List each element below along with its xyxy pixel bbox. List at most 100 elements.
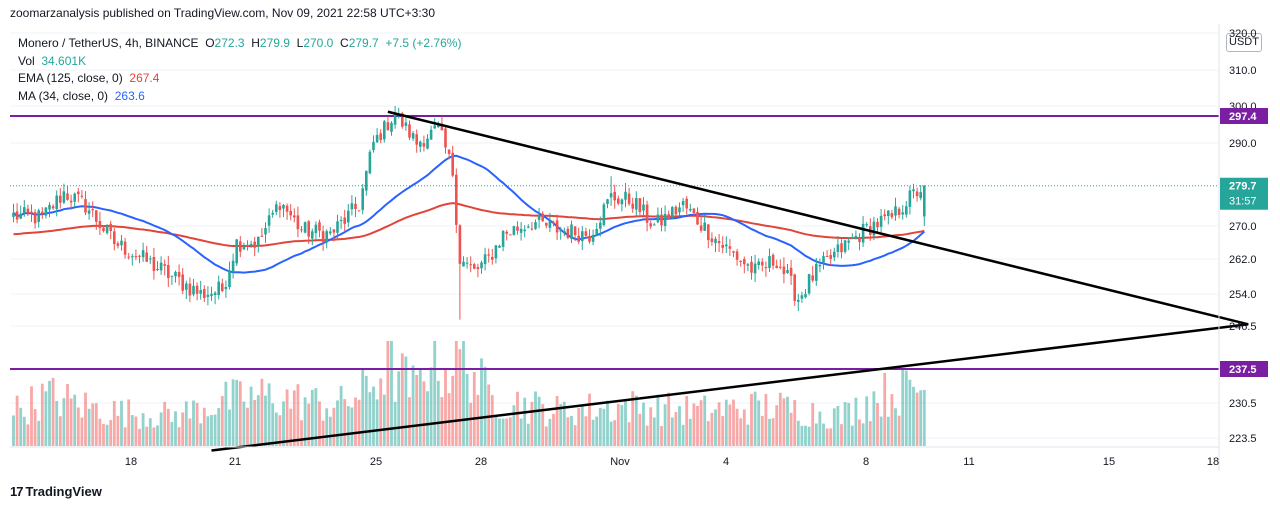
volume-bar bbox=[570, 415, 573, 446]
volume-bar bbox=[876, 403, 879, 446]
ma-value: 263.6 bbox=[114, 88, 145, 103]
volume-bar bbox=[775, 405, 779, 446]
volume-bar bbox=[728, 404, 732, 446]
candle-body bbox=[555, 220, 559, 233]
trendlines[interactable] bbox=[211, 110, 1249, 452]
volume-bar bbox=[426, 391, 429, 446]
candle-body bbox=[185, 283, 188, 290]
currency-button[interactable]: USDT bbox=[1226, 33, 1262, 52]
volume-bar bbox=[184, 401, 188, 446]
volume-bar bbox=[285, 389, 289, 446]
ohlc-high: 279.9 bbox=[259, 36, 290, 50]
volume-bar bbox=[717, 402, 721, 446]
ma-34-line bbox=[12, 154, 925, 274]
candle-body bbox=[415, 134, 418, 145]
volume-bar bbox=[703, 395, 707, 446]
volume-bar bbox=[379, 378, 383, 446]
volume-bar bbox=[919, 390, 923, 446]
candle-body bbox=[739, 260, 742, 262]
volume-bar bbox=[699, 400, 703, 446]
candle-body bbox=[480, 262, 483, 269]
price-tick-label: 230.5 bbox=[1229, 398, 1257, 410]
candle-body bbox=[138, 255, 141, 257]
candle-body bbox=[314, 224, 318, 234]
tradingview-logo-text: TradingView bbox=[25, 484, 102, 499]
candle-body bbox=[429, 129, 433, 140]
volume-bar bbox=[120, 400, 123, 446]
time-tick-label: Nov bbox=[610, 456, 630, 468]
candle-body bbox=[84, 199, 87, 213]
candle-body bbox=[343, 217, 346, 224]
candle-body bbox=[253, 241, 256, 248]
legend-symbol-row[interactable]: Monero / TetherUS, 4h, BINANCE O272.3 H2… bbox=[18, 35, 461, 53]
candle-body bbox=[887, 210, 890, 217]
volume-bar bbox=[55, 400, 59, 446]
time-tick-label: 28 bbox=[475, 456, 487, 468]
volume-bar bbox=[760, 415, 764, 446]
candle-body bbox=[602, 204, 606, 225]
candle-body bbox=[242, 246, 246, 250]
legend-vol-row[interactable]: Vol 34.601K bbox=[18, 53, 461, 71]
candle-body bbox=[519, 228, 523, 233]
candle-body bbox=[354, 203, 357, 210]
candle-body bbox=[505, 231, 508, 234]
legend-ma-row[interactable]: MA (34, close, 0) 263.6 bbox=[18, 88, 461, 106]
volume-bar bbox=[206, 416, 210, 446]
candle-body bbox=[267, 215, 271, 226]
candle-body bbox=[109, 223, 112, 231]
candle-body bbox=[336, 221, 339, 233]
volume-bar bbox=[84, 392, 87, 446]
candle-body bbox=[487, 254, 490, 256]
candle-body bbox=[113, 231, 116, 244]
volume-bar bbox=[163, 401, 167, 446]
volume-bar bbox=[436, 380, 440, 446]
candle-body bbox=[818, 264, 822, 267]
candle-body bbox=[365, 170, 368, 191]
volume-bar bbox=[181, 412, 185, 446]
candle-body bbox=[728, 246, 732, 249]
volume-bar bbox=[138, 428, 141, 446]
candle-body bbox=[419, 141, 422, 147]
volume-bar bbox=[156, 425, 159, 446]
volume-bar bbox=[516, 391, 519, 446]
volume-bar bbox=[750, 393, 753, 446]
volume-bar bbox=[350, 407, 354, 446]
volume-bar bbox=[530, 401, 534, 446]
candle-body bbox=[188, 283, 192, 296]
candle-body bbox=[523, 229, 526, 232]
volume-bar bbox=[782, 398, 786, 446]
candle-body bbox=[372, 141, 375, 151]
tradingview-logo[interactable]: 17 TradingView bbox=[10, 484, 102, 499]
legend-ema-row[interactable]: EMA (125, close, 0) 267.4 bbox=[18, 70, 461, 88]
volume-bar bbox=[872, 391, 876, 446]
candle-body bbox=[249, 244, 253, 247]
candle-body bbox=[444, 128, 447, 148]
volume-bar bbox=[26, 424, 30, 446]
candle-body bbox=[368, 151, 372, 174]
candle-body bbox=[30, 211, 33, 214]
level-label: 237.5 bbox=[1229, 364, 1257, 376]
candle-body bbox=[570, 224, 573, 239]
volume-bar bbox=[188, 418, 192, 446]
volume-bar bbox=[400, 353, 404, 446]
volume-bar bbox=[483, 366, 487, 446]
candle-body bbox=[210, 293, 213, 296]
price-tick-label: 310.0 bbox=[1229, 65, 1257, 77]
volume-bar bbox=[152, 427, 156, 446]
candle-body bbox=[491, 256, 494, 260]
price-tick-label: 223.5 bbox=[1229, 433, 1257, 445]
candle-body bbox=[440, 123, 444, 131]
candle-body bbox=[131, 256, 134, 258]
candle-body bbox=[55, 195, 58, 210]
volume-bar bbox=[382, 394, 386, 446]
ohlc-change: +7.5 (+2.76%) bbox=[385, 36, 462, 50]
candle-body bbox=[44, 207, 48, 216]
volume-bar bbox=[242, 401, 246, 446]
candle-body bbox=[843, 240, 847, 252]
trendline-lower bbox=[211, 323, 1249, 452]
volume-bar bbox=[325, 408, 329, 446]
volume-bar bbox=[19, 407, 23, 446]
candle-body bbox=[350, 203, 354, 210]
candle-body bbox=[703, 222, 706, 231]
